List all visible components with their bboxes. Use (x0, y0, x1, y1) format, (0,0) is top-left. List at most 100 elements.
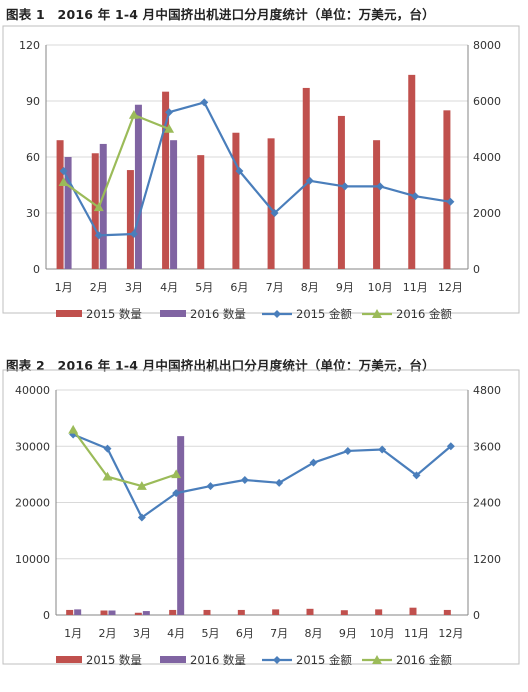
bar-2016-quantity (74, 609, 82, 615)
point-diamond (411, 192, 420, 201)
legend-label: 2016 数量 (190, 653, 246, 667)
bar-2015-quantity (134, 612, 142, 615)
point-diamond (235, 167, 244, 175)
y-tick-label: 0 (43, 609, 50, 622)
point-diamond (240, 476, 249, 484)
x-tick-label: 3月 (125, 281, 143, 294)
legend-swatch (160, 310, 186, 317)
y-tick-label: 120 (19, 39, 40, 52)
bar-2016-quantity (99, 143, 107, 269)
y2-tick-label: 1200 (473, 553, 501, 566)
point-triangle (136, 481, 147, 490)
point-diamond (270, 209, 279, 217)
series-line-2016-金额 (62, 113, 170, 209)
x-tick-label: 2月 (99, 627, 117, 640)
chart-frame (2, 25, 520, 314)
point-triangle (58, 177, 69, 186)
bar-2015-quantity (100, 610, 108, 615)
bar-2015-quantity (443, 110, 451, 269)
import-chart: 0 30 60 90 120 0 2000 4000 6000 8000 1月 2月 3月 4月 5月 6月 7… (2, 25, 520, 321)
bar-2015-quantity (408, 74, 416, 269)
y2-tick-label: 6000 (473, 95, 501, 108)
legend-label: 2015 金额 (296, 653, 352, 667)
bar-2015-quantity (306, 608, 314, 615)
legend-swatch (56, 656, 82, 663)
y2-tick-label: 3600 (473, 440, 501, 453)
point-diamond (446, 442, 455, 451)
y2-tick-label: 4800 (473, 384, 501, 397)
bar-2016-quantity (64, 157, 72, 269)
y2-tick-label: 2400 (473, 497, 501, 510)
y-tick-label: 30 (26, 207, 40, 220)
bar-2016-quantity (108, 610, 116, 615)
x-tick-label: 1月 (55, 281, 73, 294)
point-diamond (412, 471, 421, 480)
bar-2015-quantity (126, 170, 134, 269)
bar-2015-quantity (373, 140, 381, 269)
legend-label: 2015 数量 (86, 307, 142, 321)
bar-2015-quantity (56, 140, 64, 269)
point-diamond (343, 446, 352, 455)
y-tick-label: 10000 (15, 553, 50, 566)
y-tick-label: 30000 (15, 440, 50, 453)
x-tick-label: 9月 (336, 281, 354, 294)
export-chart: 0 10000 20000 30000 40000 0 1200 2400 3600 4800 1月… (2, 369, 520, 667)
legend-marker (273, 656, 281, 664)
point-diamond (94, 231, 103, 240)
point-diamond (340, 182, 349, 191)
x-tick-label: 5月 (202, 627, 220, 640)
point-diamond (137, 513, 146, 522)
point-diamond (172, 489, 181, 498)
point-triangle (93, 202, 104, 212)
bar-2015-quantity (66, 609, 74, 615)
y-tick-label: 40000 (15, 384, 50, 397)
y2-tick-label: 0 (473, 609, 480, 622)
legend-label: 2015 数量 (86, 653, 142, 667)
point-diamond (200, 98, 209, 107)
point-triangle (68, 424, 79, 434)
x-tick-label: 4月 (167, 627, 185, 640)
point-diamond (446, 197, 455, 206)
x-tick-label: 5月 (195, 281, 213, 294)
legend-swatch (56, 310, 82, 317)
bar-2015-quantity (203, 609, 211, 615)
point-diamond (59, 167, 68, 175)
bar-2016-quantity (170, 140, 178, 269)
x-tick-label: 12月 (438, 281, 463, 294)
bar-2015-quantity (162, 91, 170, 270)
x-tick-label: 10月 (368, 281, 393, 294)
point-triangle (102, 471, 113, 481)
series-line-2016-金额 (72, 429, 177, 488)
x-tick-label: 6月 (230, 281, 248, 294)
point-triangle (164, 124, 175, 133)
x-tick-label: 2月 (90, 281, 108, 294)
bar-2015-quantity (302, 87, 310, 269)
x-tick-label: 10月 (370, 627, 395, 640)
bar-2015-quantity (267, 138, 275, 269)
y2-tick-label: 0 (473, 263, 480, 276)
x-tick-label: 12月 (438, 627, 463, 640)
legend-marker (372, 655, 382, 664)
bar-2016-quantity (134, 104, 142, 269)
x-tick-label: 6月 (236, 627, 254, 640)
y-tick-label: 90 (26, 95, 40, 108)
bar-2015-quantity (232, 132, 240, 269)
legend-label: 2016 数量 (190, 307, 246, 321)
bar-2015-quantity (337, 115, 345, 269)
x-tick-label: 8月 (305, 627, 323, 640)
point-triangle (128, 110, 139, 119)
point-diamond (206, 482, 215, 491)
point-diamond (305, 176, 314, 185)
legend-marker (372, 309, 382, 318)
bar-2015-quantity (375, 609, 383, 615)
legend-label: 2015 金额 (296, 307, 352, 321)
x-tick-label: 11月 (403, 281, 428, 294)
chart-2-title: 图表 2 2016 年 1-4 月中国挤出机出口分月度统计（单位：万美元，台） (6, 358, 435, 373)
y-tick-label: 20000 (15, 497, 50, 510)
chart-1-title: 图表 1 2016 年 1-4 月中国挤出机进口分月度统计（单位：万美元，台） (6, 7, 435, 22)
legend-label: 2016 金额 (396, 307, 452, 321)
point-diamond (165, 108, 174, 117)
x-tick-label: 11月 (404, 627, 429, 640)
point-diamond (376, 182, 385, 191)
bar-2015-quantity (169, 609, 177, 615)
